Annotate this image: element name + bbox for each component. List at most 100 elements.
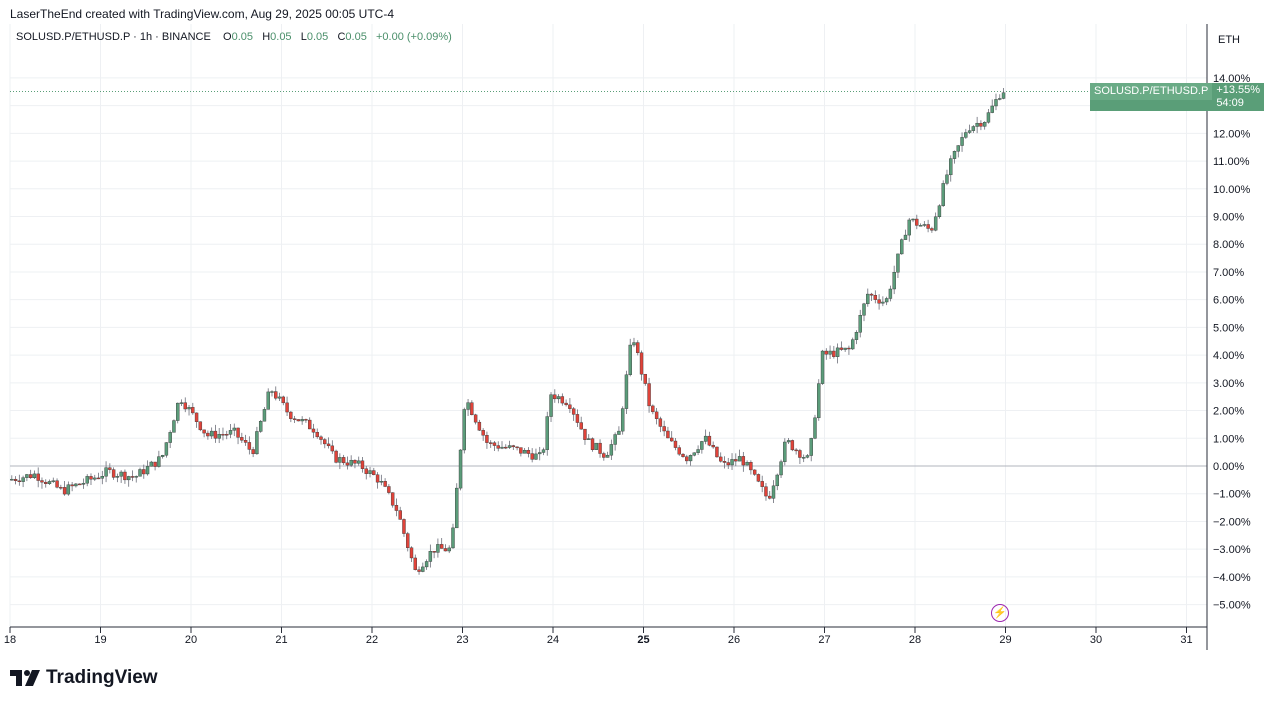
price-axis[interactable]: 14.00%13.00%12.00%11.00%10.00%9.00%8.00%… [1213,73,1251,612]
candle-body [805,455,810,458]
candle-body [971,126,976,131]
candle-body [835,347,840,357]
candle-body [277,396,282,399]
candle-body [832,350,836,357]
candle-body [428,551,433,562]
y-tick-label: 3.00% [1213,378,1244,390]
candle-body [534,453,538,460]
candle-body [100,475,105,479]
time-axis[interactable]: 18 19 20 21 22 23 24 25 26 27 28 29 30 31 [4,627,1193,646]
candle-body [470,402,474,416]
event-lightning-icon[interactable]: ⚡ [991,604,1009,622]
candle-body [866,293,870,305]
candle-body [74,483,78,487]
candle-body [538,452,542,455]
x-tick-label: 30 [1090,634,1102,646]
candle-body [191,407,195,414]
candle-body [285,402,289,413]
candle-body [545,416,549,450]
candle-body [515,446,519,449]
candle-body [492,442,497,446]
candle-body [145,466,150,475]
candle-body [526,449,531,454]
candle-body [937,205,942,218]
candle-body [126,476,131,481]
candle-body [673,440,678,448]
candle-body [123,471,127,481]
candle-body [194,412,199,422]
candle-body [911,218,915,221]
y-tick-label: 8.00% [1213,239,1244,251]
candle-body [651,405,655,413]
candle-body [628,344,632,375]
candle-body [839,347,844,350]
candle-body [36,473,40,481]
candle-body [262,409,267,422]
candle-body [439,544,444,549]
candle-body [813,417,817,439]
candle-body [847,347,851,350]
candle-body [319,436,323,440]
candle-body [862,303,866,316]
candle-body [183,402,187,410]
tradingview-logo[interactable]: TradingView [10,667,158,689]
candle-body [217,434,221,439]
candle-body [292,418,297,420]
candle-body [907,219,911,236]
candle-body [164,442,169,456]
candle-body [1001,92,1006,99]
candle-body [986,112,991,123]
candle-body [341,457,346,464]
y-tick-label: 2.00% [1213,406,1244,418]
candle-body [394,505,399,511]
symbol-info[interactable]: SOLUSD.P/ETHUSD.P · 1h · BINANCE [16,31,211,43]
candle-body [873,295,878,300]
candle-body [172,420,176,433]
candle-body [779,461,783,476]
candle-body [956,145,960,152]
candle-body [266,391,270,410]
candle-body [583,428,587,440]
candle-body [149,461,154,467]
candle-body [549,394,553,417]
candle-body [417,569,421,572]
candle-body [89,476,93,480]
candle-body [624,374,629,409]
candle-body [960,137,964,146]
candle-body [187,407,191,410]
x-tick-label: 29 [999,634,1011,646]
candle-body [794,449,798,452]
candle-body [519,447,523,454]
candle-body [21,477,25,482]
candle-body [364,468,368,474]
candle-body [707,435,712,446]
candle-body [817,383,821,419]
candle-body [232,427,236,431]
candle-body [93,477,97,480]
close-value: 0.05 [345,31,367,43]
symbol-legend[interactable]: SOLUSD.P/ETHUSD.P · 1h · BINANCE O0.05 H… [16,31,452,43]
y-tick-label: 7.00% [1213,267,1244,279]
candle-body [945,174,949,184]
candle-body [715,446,719,458]
candle-body [786,440,791,443]
y-tick-label: −3.00% [1213,544,1251,556]
candle-body [752,469,757,475]
candle-body [334,450,338,463]
candle-body [605,454,610,458]
axis-currency-label[interactable]: ETH [1218,34,1240,46]
candle-body [828,350,832,355]
candle-body [85,476,89,484]
x-tick-label: 27 [818,634,830,646]
candle-body [274,391,278,399]
candle-body [289,411,293,419]
candle-body [639,352,644,375]
candle-body [338,457,342,463]
candle-body [281,396,285,404]
x-tick-label: 21 [275,634,287,646]
candle-body [575,414,580,423]
open-value: 0.05 [231,31,254,43]
candle-body [111,469,116,478]
y-tick-label: 1.00% [1213,433,1244,445]
